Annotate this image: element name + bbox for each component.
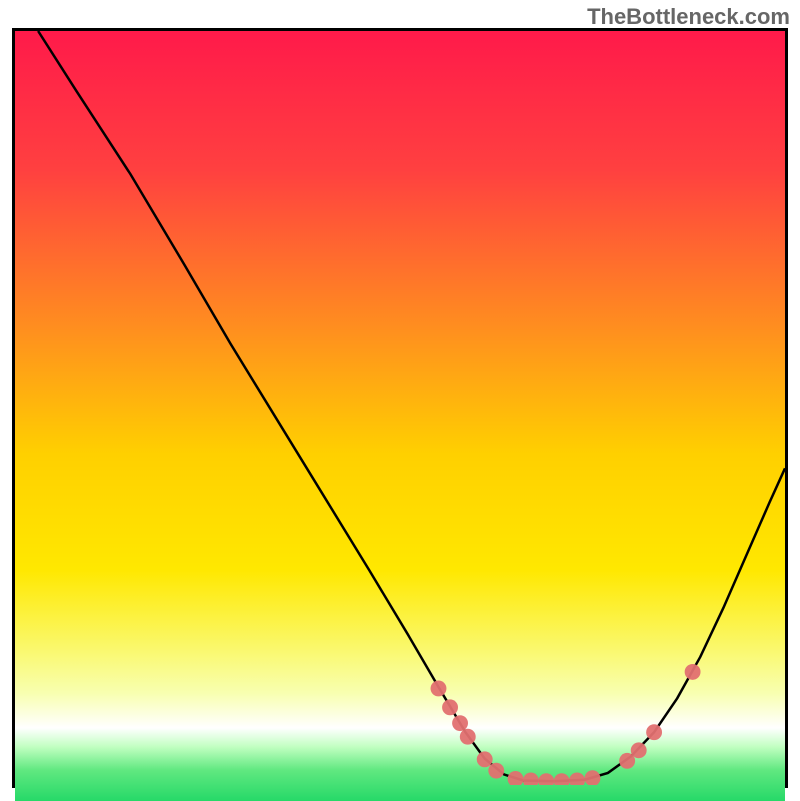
data-point — [452, 715, 468, 731]
data-point — [488, 763, 504, 779]
data-point — [431, 681, 447, 697]
data-point — [460, 729, 476, 745]
curve-path — [38, 31, 785, 781]
bottleneck-curve — [15, 31, 785, 785]
data-point — [508, 771, 524, 785]
watermark-text: TheBottleneck.com — [587, 4, 790, 30]
data-point — [477, 751, 493, 767]
data-point — [554, 773, 570, 785]
data-point — [442, 699, 458, 715]
data-point — [646, 724, 662, 740]
data-point — [569, 773, 585, 785]
chart-frame — [12, 28, 788, 788]
data-point — [523, 773, 539, 785]
data-point — [538, 773, 554, 785]
data-point — [631, 742, 647, 758]
data-point — [585, 770, 601, 785]
data-point — [685, 664, 701, 680]
